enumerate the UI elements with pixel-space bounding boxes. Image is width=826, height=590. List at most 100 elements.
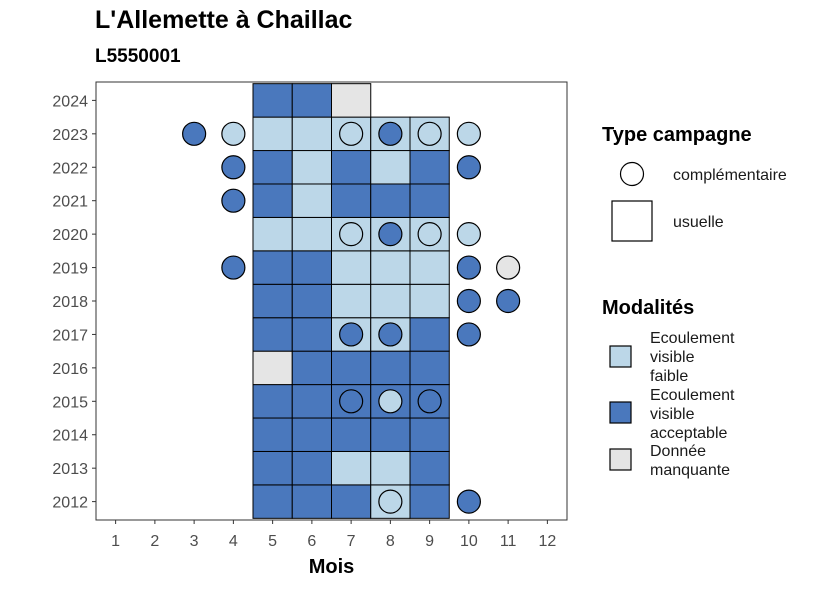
point-2022-4: [221, 155, 246, 180]
legend-label-acceptable: visible: [650, 406, 695, 423]
point-2020-10: [456, 222, 481, 247]
tile-2021-6: [291, 183, 332, 218]
legend-label-usuelle: usuelle: [673, 214, 724, 231]
tile-2015-6: [291, 384, 332, 419]
legend-label-faible: visible: [650, 349, 695, 366]
point-2017-7: [339, 322, 364, 347]
point-2019-10: [456, 255, 481, 280]
y-tick-label: 2012: [52, 495, 88, 512]
x-tick-label: 9: [425, 533, 434, 550]
point-2018-11: [496, 288, 521, 314]
legend-key-square: [611, 200, 653, 242]
point-2021-4: [221, 188, 246, 213]
x-tick-label: 6: [307, 533, 316, 550]
points-layer: [182, 121, 521, 514]
tile-2022-7: [331, 150, 372, 185]
legend-label-manquante: Donnée: [650, 443, 706, 460]
tile-2013-7: [331, 450, 372, 486]
tile-2019-6: [291, 250, 332, 285]
y-tick-label: 2016: [52, 361, 88, 378]
point-2020-9: [417, 222, 442, 247]
y-tick-label: 2021: [52, 194, 88, 211]
point-2017-8: [378, 322, 403, 347]
y-axis: 2012 2013 2014 2015 2016 2017 2018 2019 2020 2021…: [52, 93, 96, 512]
tile-2018-8: [370, 283, 411, 319]
legend-key-circle: [619, 161, 645, 187]
point-2023-8: [378, 121, 403, 146]
x-tick-label: 12: [538, 533, 556, 550]
tile-2016-6: [291, 350, 332, 386]
chart-title: L'Allemette à Chaillac: [95, 6, 353, 34]
point-2015-8: [378, 389, 403, 414]
tile-2020-5: [252, 216, 293, 252]
tile-2019-7: [331, 250, 372, 285]
legend-label-faible: faible: [650, 368, 688, 385]
point-2022-10: [456, 155, 481, 180]
tile-2024-6: [291, 83, 332, 118]
tile-2018-9: [409, 283, 450, 319]
tile-2013-6: [291, 450, 332, 486]
tile-2013-5: [252, 450, 293, 486]
legend-label-manquante: manquante: [650, 462, 730, 479]
tile-2012-6: [291, 484, 332, 519]
point-2023-4: [221, 121, 246, 146]
y-tick-label: 2015: [52, 394, 88, 411]
point-2012-10: [456, 489, 481, 514]
tile-2013-9: [409, 450, 450, 486]
y-tick-label: 2020: [52, 227, 88, 244]
y-tick-label: 2017: [52, 327, 88, 344]
point-2018-10: [456, 288, 481, 314]
point-2015-9: [417, 389, 442, 414]
x-tick-label: 8: [386, 533, 395, 550]
tile-2021-5: [252, 183, 293, 218]
x-tick-label: 2: [150, 533, 159, 550]
y-tick-label: 2023: [52, 127, 88, 144]
tile-2014-8: [370, 417, 411, 452]
point-2020-7: [339, 222, 364, 247]
point-2023-3: [182, 121, 207, 146]
tile-2024-5: [252, 83, 293, 118]
y-tick-label: 2013: [52, 461, 88, 478]
legend-key-acceptable: [609, 401, 632, 424]
tile-2012-7: [331, 484, 372, 519]
point-2023-9: [417, 121, 442, 146]
legend-key-manquante: [609, 448, 632, 471]
legend-label-acceptable: Ecoulement: [650, 387, 735, 404]
tile-2020-6: [291, 216, 332, 252]
tile-2015-5: [252, 384, 293, 419]
tile-2019-5: [252, 250, 293, 285]
tile-2018-5: [252, 283, 293, 319]
tile-2017-5: [252, 317, 293, 352]
tile-2016-9: [409, 350, 450, 386]
point-2023-10: [456, 121, 481, 146]
tile-2021-9: [409, 183, 450, 218]
tile-2014-7: [331, 417, 372, 452]
y-tick-label: 2024: [52, 93, 88, 110]
legend-label-complementaire: complémentaire: [673, 167, 787, 184]
x-tick-label: 11: [500, 533, 517, 550]
point-2020-8: [378, 222, 403, 247]
tile-2023-6: [291, 116, 332, 152]
chart-subtitle: L5550001: [95, 46, 181, 67]
legend-label-acceptable: acceptable: [650, 425, 727, 442]
tile-2016-8: [370, 350, 411, 386]
y-tick-label: 2022: [52, 160, 88, 177]
point-2019-11: [496, 255, 521, 280]
tile-2019-9: [409, 250, 450, 285]
legend: Type campagne complémentaire usuelle Modali…: [602, 124, 787, 479]
tiles-layer: [252, 83, 450, 519]
tile-2018-7: [331, 283, 372, 319]
tile-2017-6: [291, 317, 332, 352]
tile-2014-6: [291, 417, 332, 452]
tile-2023-5: [252, 116, 293, 152]
point-2015-7: [339, 389, 364, 414]
tile-2024-7: [331, 83, 372, 118]
tile-2012-5: [252, 484, 293, 519]
legend-title-modalites: Modalités: [602, 297, 694, 319]
x-axis: 1 2 3 4 5 6 7 8 9 10 11 12: [111, 520, 556, 550]
tile-2013-8: [370, 450, 411, 486]
point-2023-7: [339, 121, 364, 146]
tile-2017-9: [409, 317, 450, 352]
x-tick-label: 4: [229, 533, 238, 550]
x-tick-label: 10: [460, 533, 478, 550]
